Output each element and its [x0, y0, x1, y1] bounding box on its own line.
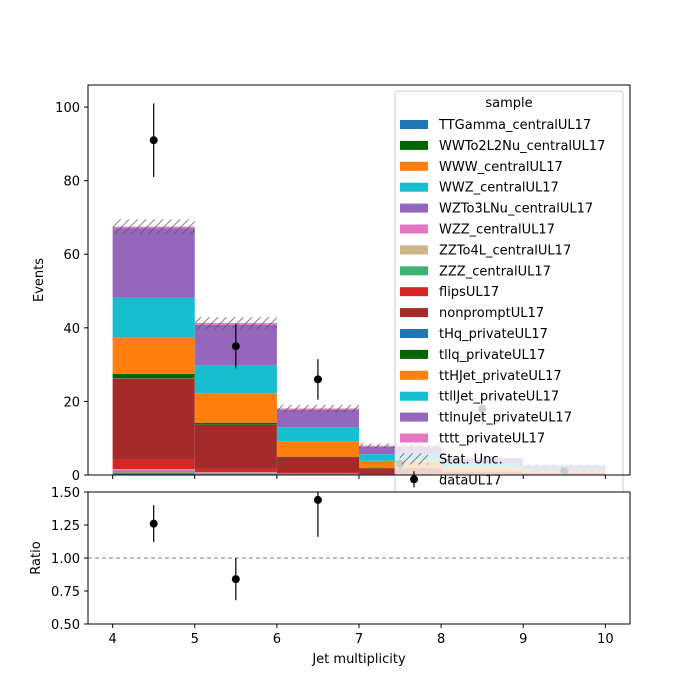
- x-tick-label-6: 10: [597, 632, 614, 647]
- bar-segment-tllq-privateul17-bin-1: [194, 422, 277, 425]
- legend-label-15: tttt_privateUL17: [439, 432, 545, 447]
- y-tick-label-3: 60: [63, 248, 80, 263]
- legend-data-marker: [410, 475, 418, 484]
- bar-segment-tllq-privateul17-bin-0: [112, 373, 195, 379]
- stat-unc-band-bin-0: [112, 219, 195, 235]
- bar-segment-ttgamma-centralul17-bin-0: [112, 473, 195, 475]
- legend-label-0: TTGamma_centralUL17: [438, 118, 591, 133]
- bar-segment-flipsul17-bin-0: [112, 459, 195, 470]
- legend-label-9: nonpromptUL17: [439, 306, 544, 321]
- ratio-x-ticks: 4 5 6 7 8 9 10: [108, 624, 614, 647]
- legend-swatch-6: [400, 245, 428, 255]
- legend-swatch-stat-unc: [400, 453, 428, 465]
- legend-label-data: dataUL17: [439, 473, 502, 488]
- stat-unc-band-bin-1: [194, 317, 277, 329]
- y-tick-label-4: 80: [63, 175, 80, 190]
- bar-segment-wzto3lnu-centralul17-bin-0: [112, 470, 195, 472]
- x-tick-label-2: 6: [273, 632, 281, 647]
- main-y-ticks: 0 20 40 60 80 100: [55, 101, 88, 484]
- ratio-plot-area: [88, 492, 630, 624]
- legend-label-1: WWTo2L2Nu_centralUL17: [439, 139, 605, 154]
- legend: sample TTGamma_centralUL17 WWTo2L2Nu_centr…: [394, 90, 624, 497]
- y-tick-label-0: 0: [72, 469, 80, 484]
- legend-swatch-14: [400, 412, 428, 422]
- legend-label-7: ZZZ_centralUL17: [439, 264, 551, 279]
- legend-swatch-1: [400, 140, 428, 150]
- legend-label-8: flipsUL17: [439, 285, 499, 300]
- y-tick-label-5: 100: [55, 101, 80, 116]
- legend-label-stat-unc: Stat. Unc.: [439, 452, 503, 467]
- legend-swatch-5: [400, 224, 428, 234]
- bar-segment-tthjet-privateul17-bin-0: [112, 337, 195, 374]
- ratio-y-tick-label-4: 1.50: [51, 486, 80, 501]
- legend-swatch-9: [400, 308, 428, 318]
- legend-swatch-3: [400, 182, 428, 192]
- legend-swatch-2: [400, 161, 428, 171]
- legend-label-4: WZTo3LNu_centralUL17: [439, 202, 593, 217]
- x-tick-label-4: 8: [437, 632, 445, 647]
- x-axis-label: Jet multiplicity: [311, 652, 406, 667]
- y-tick-label-1: 20: [63, 395, 80, 410]
- ratio-y-axis-label: Ratio: [29, 541, 44, 574]
- legend-swatch-4: [400, 203, 428, 213]
- main-x-ticks: [112, 475, 606, 479]
- main-plot-panel: sample TTGamma_centralUL17 WWTo2L2Nu_centr…: [32, 84, 631, 497]
- legend-swatch-11: [400, 349, 428, 359]
- data-point-2: [313, 375, 322, 384]
- legend-swatch-10: [400, 329, 428, 338]
- ratio-point-2: [313, 495, 322, 504]
- legend-swatch-7: [400, 266, 428, 276]
- x-tick-label-0: 4: [108, 632, 116, 647]
- legend-swatch-0: [400, 120, 428, 129]
- bar-segment-tllq-privateul17-bin-2: [276, 456, 359, 458]
- ratio-points: [149, 492, 322, 601]
- ratio-y-tick-label-0: 0.50: [51, 618, 80, 633]
- ratio-point-0: [149, 519, 158, 528]
- ratio-point-1: [231, 575, 240, 584]
- x-tick-label-1: 5: [191, 632, 199, 647]
- ratio-y-ticks: 0.50 0.75 1.00 1.25 1.50: [51, 486, 88, 633]
- bar-segment-ttlljet-privateul17-bin-2: [276, 427, 359, 442]
- legend-label-6: ZZTo4L_centralUL17: [439, 243, 571, 258]
- legend-label-5: WZZ_centralUL17: [439, 223, 555, 238]
- bar-segment-wwz-centralul17-bin-0: [112, 471, 195, 473]
- bar-segment-flipsul17-bin-2: [276, 472, 359, 474]
- legend-label-11: tllq_privateUL17: [439, 348, 545, 363]
- legend-swatch-13: [400, 391, 428, 401]
- y-tick-label-2: 40: [63, 322, 80, 337]
- bar-segment-ttlljet-privateul17-bin-1: [194, 365, 277, 394]
- ratio-y-tick-label-2: 1.00: [51, 552, 80, 567]
- legend-label-12: ttHJet_privateUL17: [439, 369, 562, 384]
- bar-segment-flipsul17-bin-1: [194, 468, 277, 473]
- stat-unc-band-bin-2: [276, 404, 359, 413]
- ratio-y-tick-label-3: 1.25: [51, 519, 80, 534]
- legend-label-13: ttllJet_privateUL17: [439, 390, 559, 405]
- legend-label-3: WWZ_centralUL17: [439, 181, 559, 196]
- legend-title: sample: [485, 96, 532, 111]
- legend-label-10: tHq_privateUL17: [439, 327, 548, 342]
- x-tick-label-3: 7: [355, 632, 363, 647]
- bar-segment-wzz-centralul17-bin-0: [112, 469, 195, 471]
- bar-segment-tthjet-privateul17-bin-2: [276, 441, 359, 457]
- legend-swatch-15: [400, 433, 428, 443]
- legend-label-2: WWW_centralUL17: [439, 160, 563, 175]
- bar-segment-nonpromptul17-bin-2: [276, 457, 359, 473]
- ratio-plot-panel: 0.50 0.75 1.00 1.25 1.50 4 5 6 7 8 9 10 Ratio Jet …: [29, 486, 631, 667]
- y-axis-label: Events: [32, 258, 47, 302]
- legend-label-14: ttlnuJet_privateUL17: [439, 411, 572, 426]
- x-tick-label-5: 9: [519, 632, 527, 647]
- bar-segment-ttlljet-privateul17-bin-0: [112, 297, 195, 338]
- bar-segment-tthjet-privateul17-bin-1: [194, 393, 277, 423]
- bar-segment-ttlnujet-privateul17-bin-0: [112, 228, 195, 298]
- bar-segment-ttlnujet-privateul17-bin-2: [276, 409, 359, 428]
- data-point-1: [231, 342, 240, 351]
- bar-segment-nonpromptul17-bin-1: [194, 424, 277, 469]
- legend-swatch-12: [400, 370, 428, 380]
- data-point-0: [149, 136, 158, 145]
- legend-swatch-8: [400, 287, 428, 297]
- bar-segment-www-centralul17-bin-0: [112, 472, 195, 474]
- bar-segment-nonpromptul17-bin-0: [112, 378, 195, 460]
- ratio-y-tick-label-1: 0.75: [51, 585, 80, 600]
